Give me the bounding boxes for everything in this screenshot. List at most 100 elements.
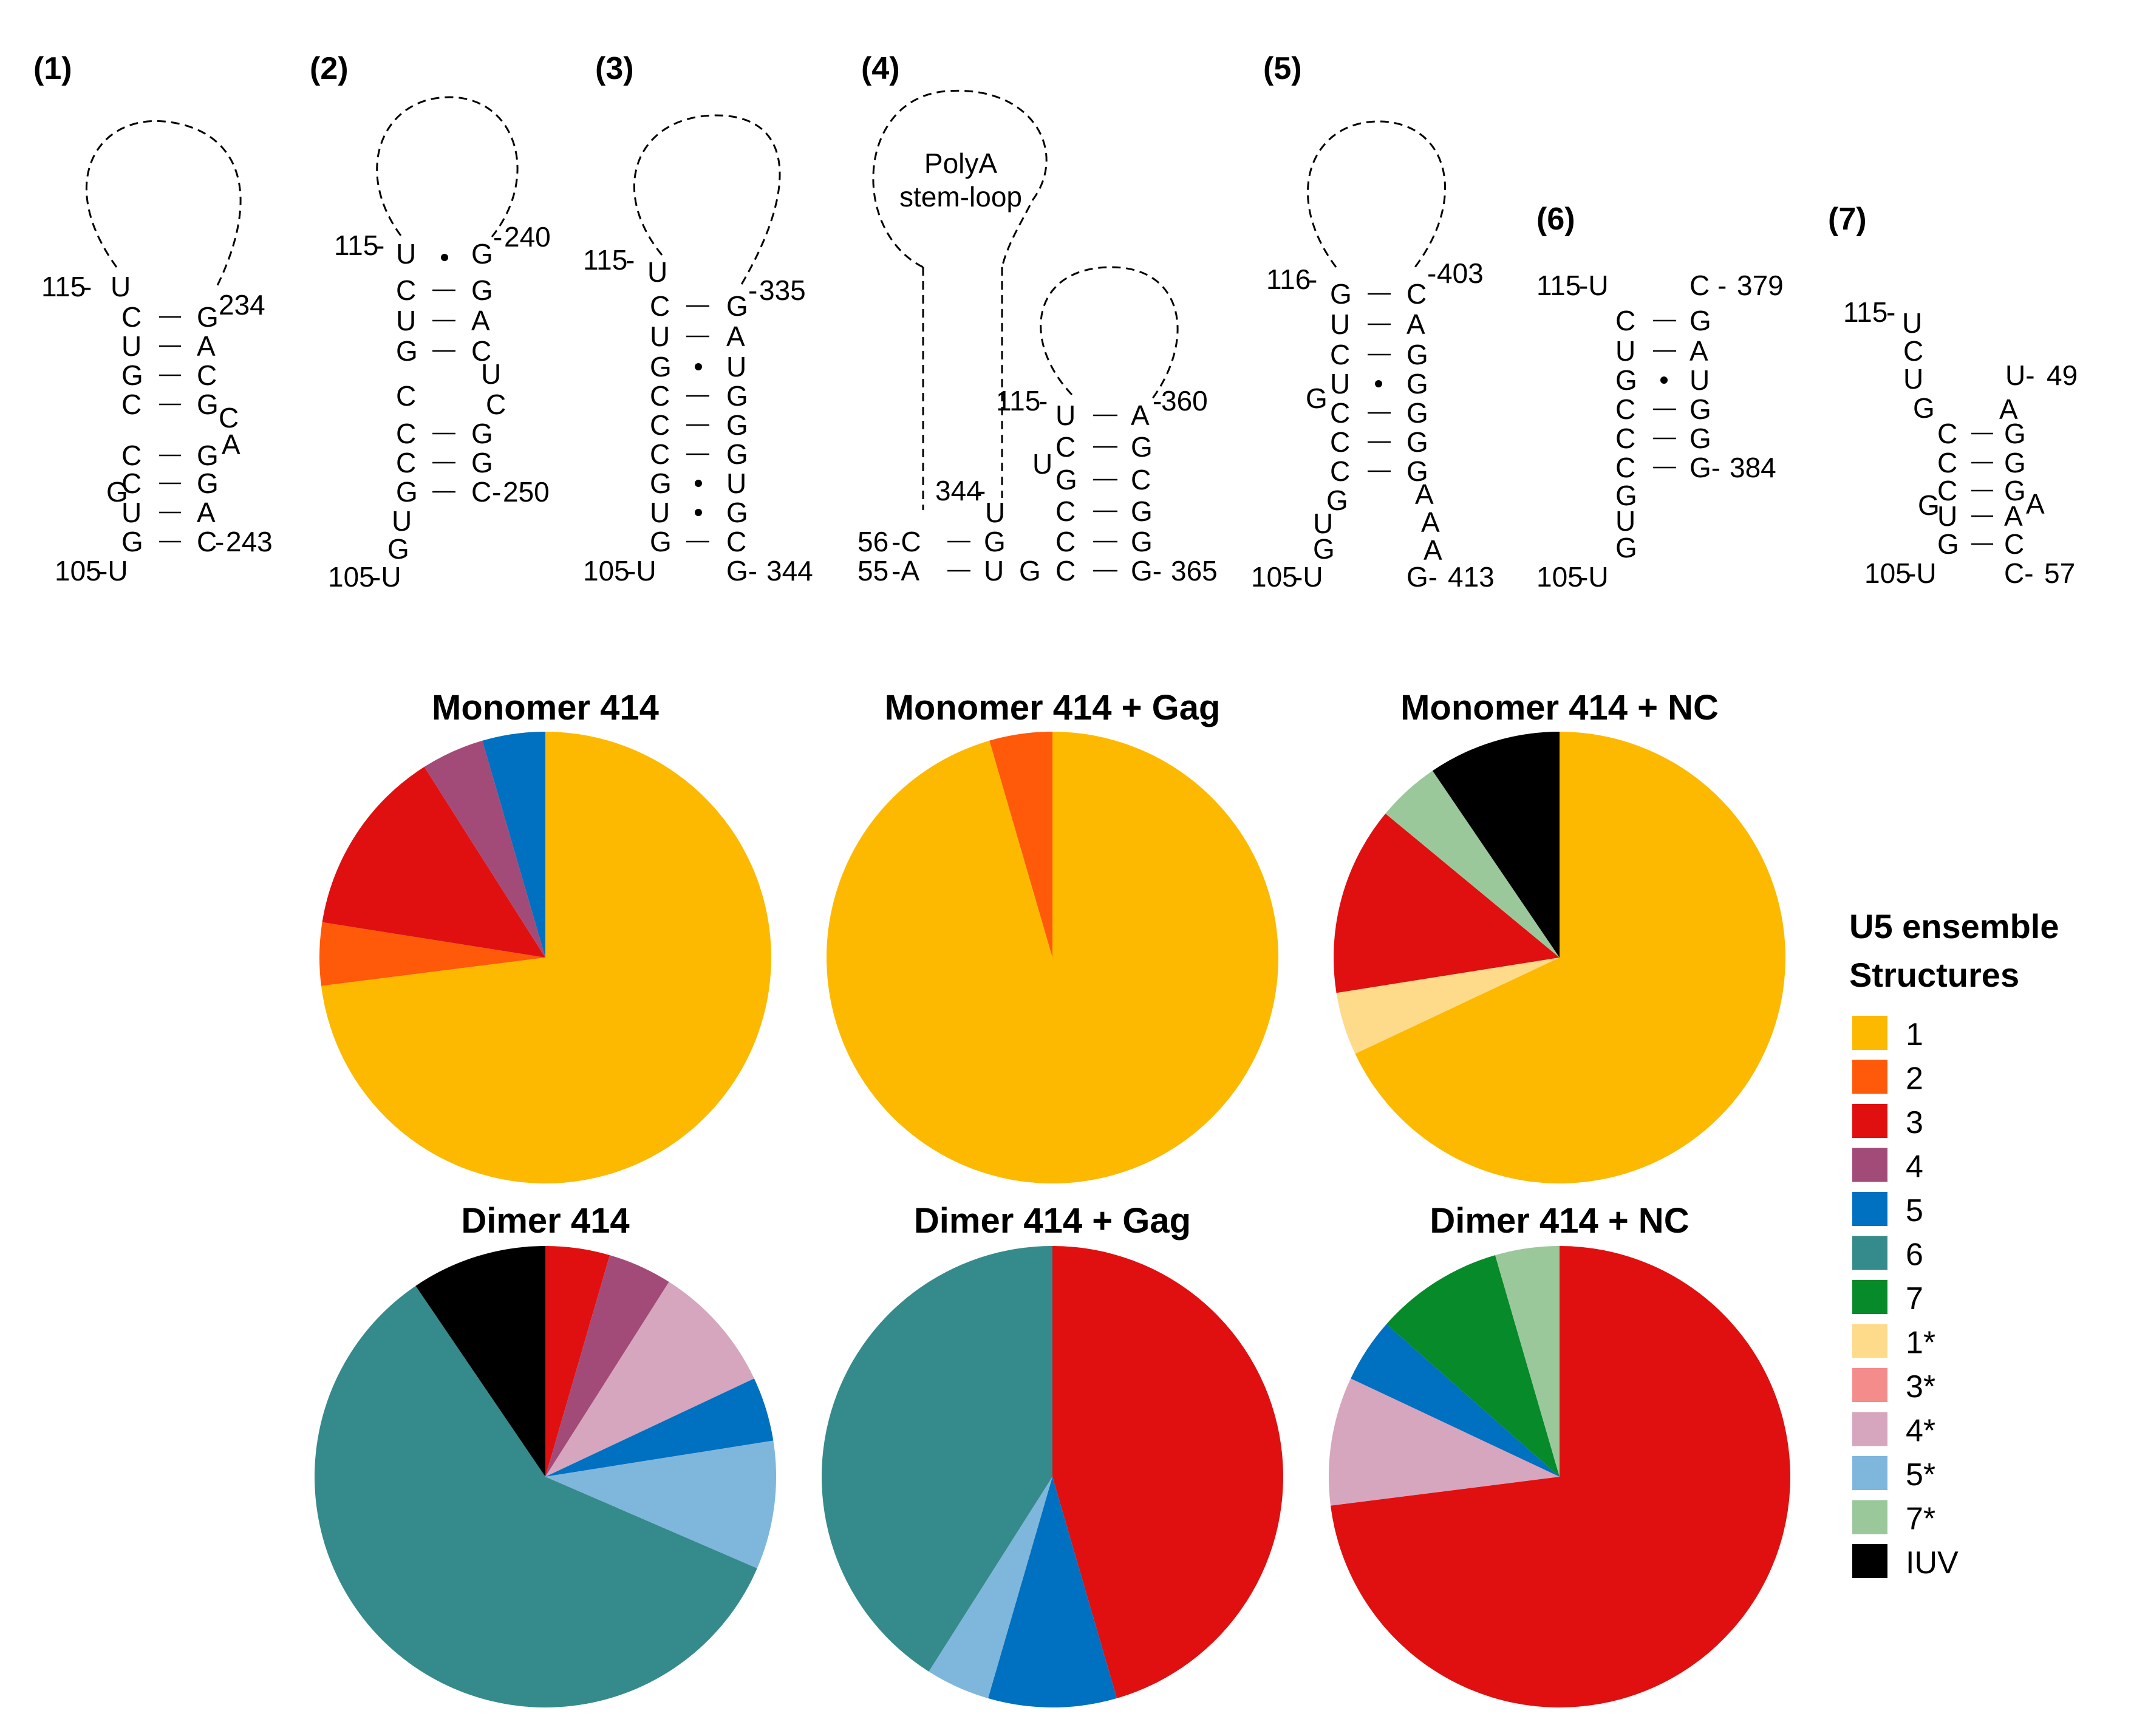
pie-title: Dimer 414 + NC [1430, 1201, 1689, 1241]
svg-text:A: A [2026, 488, 2045, 520]
svg-text:-: - [493, 221, 502, 253]
svg-text:-: - [748, 274, 757, 306]
svg-text:-: - [1038, 385, 1048, 417]
pos-7-57: 57 [2044, 557, 2075, 589]
svg-text:G: G [1918, 489, 1940, 521]
pie-slice-5 [545, 1378, 774, 1477]
svg-text:U: U [985, 497, 1005, 528]
svg-text:C: C [1903, 335, 1923, 367]
pos-6-379: 379 [1737, 270, 1784, 301]
pos-4-56: 56 [858, 526, 888, 557]
svg-text:-: - [626, 244, 635, 276]
svg-text:C: C [1615, 452, 1635, 483]
pie-slice-5 [987, 1477, 1117, 1707]
svg-text:C: C [471, 476, 491, 508]
loop-2 [376, 96, 519, 237]
pie-title: Dimer 414 [461, 1201, 629, 1241]
pos-5-413: 413 [1448, 561, 1495, 593]
svg-text:A: A [1689, 335, 1708, 367]
svg-text:G: G [387, 533, 409, 565]
svg-text:G: G [2004, 475, 2026, 506]
svg-text:C: C [1937, 418, 1957, 449]
pie-slice-1 [321, 732, 771, 1183]
svg-text:U: U [1330, 368, 1350, 400]
svg-text:U: U [726, 351, 746, 383]
pos-4-55: 55 [858, 555, 888, 587]
svg-text:C: C [1055, 431, 1076, 463]
svg-text:G: G [726, 497, 748, 528]
svg-text:G: G [1406, 426, 1428, 458]
pie-slice-3 [1334, 813, 1560, 993]
pie-title: Monomer 414 + Gag [885, 688, 1221, 727]
svg-text:-: - [977, 475, 986, 506]
svg-text:G: G [1913, 392, 1935, 424]
svg-text:A: A [1421, 506, 1440, 538]
pie-monomer-414-nc: Monomer 414 + NC [1334, 688, 1785, 1183]
svg-text:G: G [1615, 480, 1637, 511]
svg-text:U: U [396, 238, 416, 270]
pos-6-115: 115 [1536, 270, 1581, 301]
svg-text:G: G [197, 468, 219, 499]
svg-text:G-: G- [1689, 452, 1720, 483]
legend: U5 ensemble Structures 1 2 3 4 5 6 7 1* 3* 4* 5* 7*… [1849, 907, 2059, 1581]
legend-swatch-3-star [1852, 1368, 1887, 1402]
svg-text:G: G [1615, 532, 1637, 563]
svg-text:U: U [1055, 400, 1076, 431]
legend-label-5: 5 [1906, 1193, 1923, 1228]
svg-text:U: U [121, 330, 141, 362]
legend-label-3: 3 [1906, 1105, 1923, 1140]
pos-4-360: 360 [1161, 385, 1208, 417]
svg-text:U: U [1615, 505, 1635, 537]
svg-text:U: U [726, 468, 746, 499]
svg-text:G: G [106, 476, 128, 508]
polya-label-1: PolyA [924, 148, 997, 179]
loop-3 [633, 114, 781, 286]
panel-labels: (1) (2) (3) (4) (5) (6) (7) [33, 51, 1867, 237]
svg-text:G: G [726, 438, 748, 470]
svg-text:C: C [650, 438, 670, 470]
svg-text:G: G [650, 526, 672, 557]
svg-text:-: - [375, 230, 384, 261]
loop-4-polya [872, 89, 1048, 268]
svg-text:U: U [1313, 508, 1333, 539]
legend-label-5-star: 5* [1906, 1457, 1935, 1493]
legend-swatch-2 [1852, 1060, 1887, 1094]
svg-text:U: U [984, 555, 1004, 587]
svg-text:U: U [1902, 307, 1922, 339]
svg-text:A: A [197, 330, 216, 362]
svg-text:C: C [1406, 278, 1427, 310]
svg-text:G: G [471, 274, 493, 306]
pos-1-243: 243 [226, 526, 273, 557]
pie-slice-7-star [1495, 1246, 1560, 1477]
svg-text:G: G [650, 351, 672, 383]
legend-swatch-1 [1852, 1016, 1887, 1050]
pos-2-250: 250 [503, 476, 550, 508]
svg-text:-U: -U [98, 555, 128, 587]
svg-text:G: G [1131, 431, 1153, 463]
legend-label-1-star: 1* [1906, 1326, 1935, 1361]
legend-label-7-star: 7* [1906, 1502, 1935, 1537]
svg-text:-U: -U [372, 561, 401, 593]
svg-text:G: G [984, 526, 1006, 557]
svg-text:C: C [1330, 426, 1350, 458]
svg-text:A: A [1999, 393, 2018, 425]
legend-title-line1: U5 ensemble [1849, 907, 2059, 945]
svg-text:G-: G- [1131, 555, 1162, 587]
legend-label-1: 1 [1906, 1017, 1923, 1052]
pos-1-234: 234 [219, 289, 265, 321]
pie-slice-2 [989, 732, 1052, 958]
svg-text:G: G [121, 526, 143, 557]
svg-text:-: - [1886, 296, 1895, 328]
svg-text:G: G [1313, 533, 1335, 565]
pie-slice-2 [319, 922, 545, 986]
svg-text:G: G [1406, 397, 1428, 429]
legend-swatch-5 [1852, 1192, 1887, 1226]
legend-swatch-7 [1852, 1280, 1887, 1314]
legend-swatch-4 [1852, 1148, 1887, 1182]
legend-swatch-3 [1852, 1104, 1887, 1138]
svg-text:-U: -U [1579, 270, 1609, 301]
